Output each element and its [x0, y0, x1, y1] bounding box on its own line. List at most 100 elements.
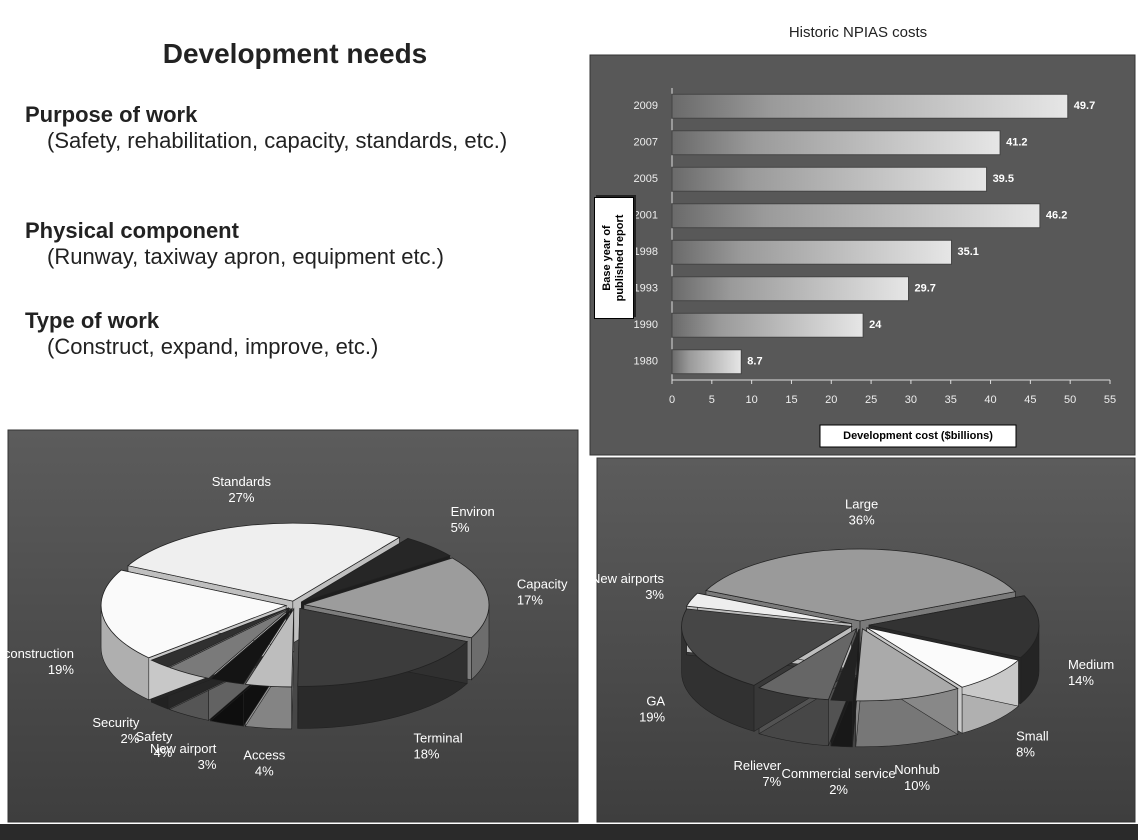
- slice: [244, 607, 295, 688]
- slice-value-label: 27%: [228, 490, 254, 505]
- x-tick-label: 25: [865, 394, 877, 406]
- footer-strip: [0, 824, 1138, 840]
- slice: [855, 628, 959, 702]
- bar: [671, 312, 864, 338]
- x-tick-label: 50: [1064, 394, 1076, 406]
- bar: [671, 130, 1001, 156]
- slice: [127, 522, 401, 602]
- slice-value-label: 17%: [517, 593, 543, 608]
- need-item: Type of work (Construct, expand, improve…: [25, 308, 565, 360]
- slice-label: Environ: [451, 504, 495, 519]
- x-label-box: [819, 424, 1017, 448]
- slice-label: Reconstruction: [0, 646, 74, 661]
- slice: [866, 627, 1020, 688]
- slice-label: Terminal: [413, 730, 462, 745]
- slice-value-label: 18%: [413, 746, 439, 761]
- slice-label: Security: [92, 715, 139, 730]
- slice-value-label: 4%: [154, 745, 173, 760]
- slice-label: New airports: [591, 571, 664, 586]
- slice-value-label: 3%: [645, 587, 664, 602]
- slice-value-label: 36%: [849, 512, 875, 527]
- need-heading: Purpose of work: [25, 102, 198, 127]
- y-tick-label: 1990: [634, 319, 658, 331]
- y-axis-label: Base year of published report: [594, 197, 634, 319]
- bar: [671, 239, 953, 265]
- slice-value-label: 4%: [255, 763, 274, 778]
- need-item: Purpose of work (Safety, rehabilitation,…: [25, 102, 565, 154]
- slice: [209, 608, 293, 685]
- slice: [168, 607, 291, 679]
- need-heading: Physical component: [25, 218, 239, 243]
- bar: [671, 276, 910, 302]
- slice-value-label: 5%: [451, 520, 470, 535]
- need-item: Physical component (Runway, taxiway apro…: [25, 218, 565, 270]
- slice-value-label: 19%: [48, 662, 74, 677]
- x-tick-label: 20: [825, 394, 837, 406]
- y-tick-label: 2007: [634, 137, 658, 149]
- slice-value-label: 10%: [904, 778, 930, 793]
- x-axis-label: Development cost ($billions): [843, 430, 993, 442]
- x-tick-label: 40: [984, 394, 996, 406]
- slice: [681, 608, 853, 686]
- y-tick-label: 1993: [634, 283, 658, 295]
- slice-label: Capacity: [517, 577, 568, 592]
- y-tick-label: 1980: [634, 356, 658, 368]
- value-label: 39.5: [993, 173, 1014, 185]
- value-label: 29.7: [915, 283, 936, 295]
- bar: [671, 166, 988, 192]
- slice: [868, 595, 1040, 659]
- y-tick-label: 1998: [634, 246, 658, 258]
- slice-label: Nonhub: [894, 762, 940, 777]
- value-label: 35.1: [958, 246, 979, 258]
- bar: [671, 203, 1041, 229]
- value-label: 24: [869, 319, 882, 331]
- need-heading: Type of work: [25, 308, 160, 333]
- slice-label: Standards: [212, 474, 272, 489]
- bar: [671, 349, 742, 375]
- slice-label: Commercial service: [782, 766, 896, 781]
- x-tick-label: 35: [945, 394, 957, 406]
- slice-value-label: 3%: [198, 757, 217, 772]
- slice: [297, 607, 469, 687]
- slice-value-label: 8%: [1016, 744, 1035, 759]
- x-tick-label: 0: [669, 394, 675, 406]
- slice-label: Large: [845, 496, 878, 511]
- need-detail: (Safety, rehabilitation, capacity, stand…: [47, 128, 508, 153]
- slice: [685, 592, 852, 625]
- x-tick-label: 15: [785, 394, 797, 406]
- x-tick-label: 30: [905, 394, 917, 406]
- slice-label: Reliever: [733, 758, 781, 773]
- need-detail: (Runway, taxiway apron, equipment etc.): [47, 244, 444, 269]
- slice-label: Small: [1016, 728, 1049, 743]
- slice-label: GA: [646, 694, 665, 709]
- slice-label: Medium: [1068, 657, 1114, 672]
- y-tick-label: 2009: [634, 100, 658, 112]
- slice: [705, 548, 1017, 622]
- slice-value-label: 19%: [639, 710, 665, 725]
- slice-value-label: 7%: [762, 774, 781, 789]
- value-label: 46.2: [1046, 210, 1067, 222]
- slice: [303, 557, 490, 639]
- slice-value-label: 2%: [121, 731, 140, 746]
- y-tick-label: 2005: [634, 173, 658, 185]
- value-label: 49.7: [1074, 100, 1095, 112]
- x-tick-label: 10: [746, 394, 758, 406]
- need-detail: (Construct, expand, improve, etc.): [47, 334, 379, 359]
- chart-title: Historic NPIAS costs: [789, 24, 927, 41]
- slice-label: New airport: [150, 741, 217, 756]
- slice-label: Safety: [136, 729, 173, 744]
- x-tick-label: 5: [709, 394, 715, 406]
- x-tick-label: 55: [1104, 394, 1116, 406]
- bar: [671, 93, 1069, 119]
- slice: [301, 537, 451, 603]
- value-label: 41.2: [1006, 137, 1027, 149]
- slice-value-label: 2%: [829, 782, 848, 797]
- slice: [758, 627, 858, 701]
- panel-title: Development needs: [162, 38, 428, 69]
- slice: [100, 569, 288, 659]
- slice: [150, 607, 289, 668]
- value-label: 8.7: [747, 356, 762, 368]
- slice-label: Access: [243, 747, 285, 762]
